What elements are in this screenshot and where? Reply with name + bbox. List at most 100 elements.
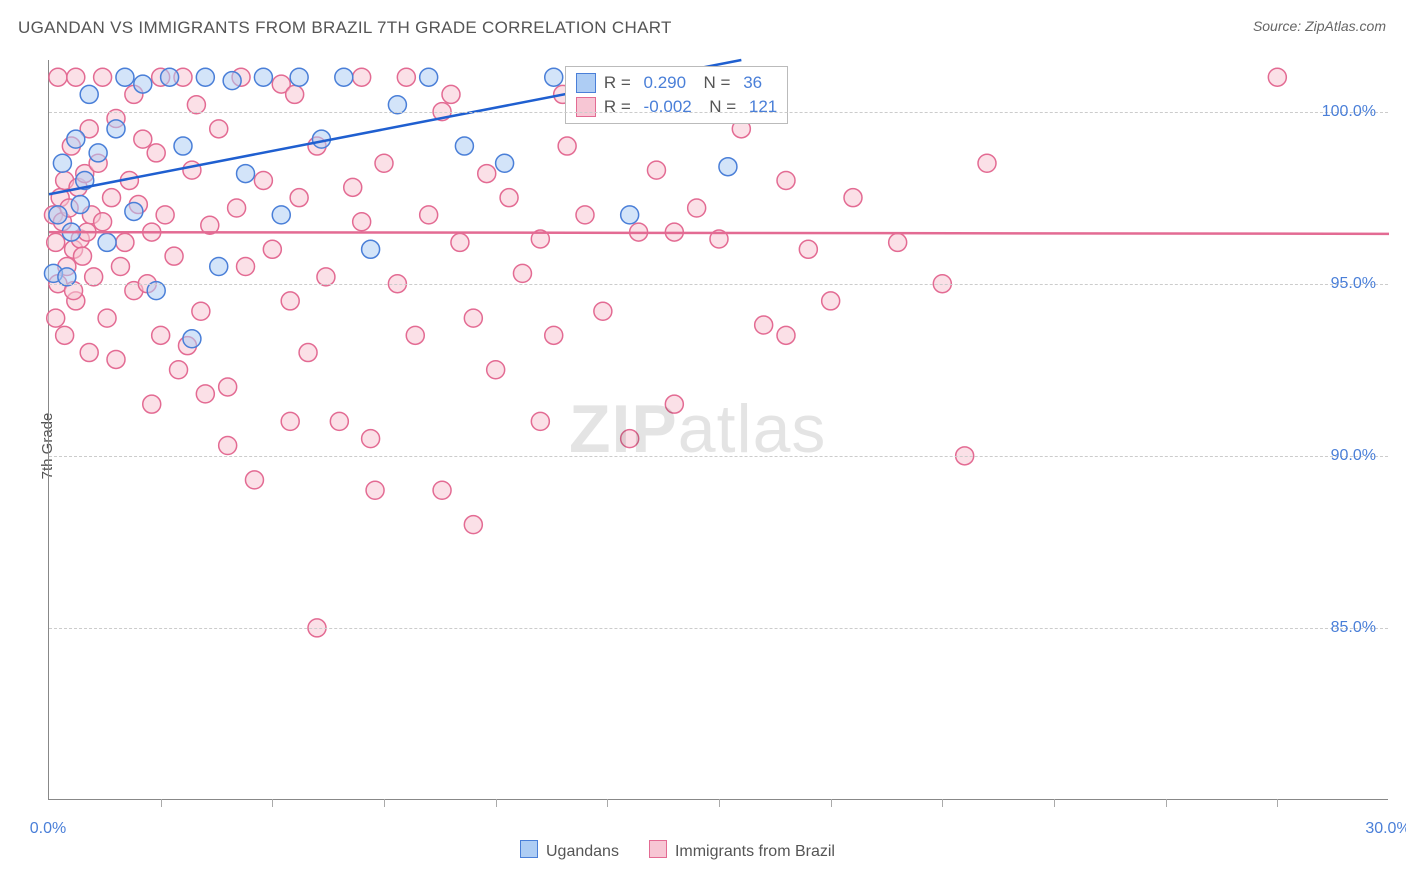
data-point <box>210 120 228 138</box>
y-tick-label: 100.0% <box>1322 103 1376 121</box>
data-point <box>134 130 152 148</box>
data-point <box>156 206 174 224</box>
legend-stats: R = 0.290 N = 36R = -0.002 N = 121 <box>565 66 788 124</box>
gridline <box>49 284 1388 285</box>
data-point <box>647 161 665 179</box>
data-point <box>464 309 482 327</box>
data-point <box>594 302 612 320</box>
data-point <box>147 144 165 162</box>
data-point <box>196 68 214 86</box>
x-tick <box>496 799 497 807</box>
data-point <box>330 412 348 430</box>
data-point <box>116 68 134 86</box>
y-tick-label: 95.0% <box>1331 275 1376 293</box>
data-point <box>558 137 576 155</box>
x-tick <box>831 799 832 807</box>
data-point <box>71 196 89 214</box>
data-point <box>281 412 299 430</box>
data-point <box>576 206 594 224</box>
data-point <box>196 385 214 403</box>
data-point <box>47 233 65 251</box>
data-point <box>47 309 65 327</box>
x-tick <box>1277 799 1278 807</box>
data-point <box>170 361 188 379</box>
data-point <box>53 154 71 172</box>
data-point <box>219 378 237 396</box>
data-point <box>822 292 840 310</box>
data-point <box>451 233 469 251</box>
data-point <box>889 233 907 251</box>
legend-item: Ugandans <box>520 840 619 861</box>
data-point <box>125 202 143 220</box>
scatter-plot: ZIPatlas R = 0.290 N = 36R = -0.002 N = … <box>48 60 1388 800</box>
data-point <box>362 240 380 258</box>
data-point <box>49 206 67 224</box>
data-point <box>107 120 125 138</box>
data-point <box>420 206 438 224</box>
data-point <box>286 85 304 103</box>
data-point <box>228 199 246 217</box>
data-point <box>777 171 795 189</box>
data-point <box>107 350 125 368</box>
data-point <box>80 85 98 103</box>
legend-series: UgandansImmigrants from Brazil <box>520 840 835 861</box>
data-point <box>777 326 795 344</box>
data-point <box>103 189 121 207</box>
data-point <box>1268 68 1286 86</box>
x-tick <box>1054 799 1055 807</box>
data-point <box>192 302 210 320</box>
x-tick-label: 0.0% <box>30 820 66 838</box>
data-point <box>49 68 67 86</box>
data-point <box>254 68 272 86</box>
x-tick-label: 30.0% <box>1365 820 1406 838</box>
x-tick <box>161 799 162 807</box>
data-point <box>210 258 228 276</box>
data-point <box>174 137 192 155</box>
data-point <box>420 68 438 86</box>
data-point <box>442 85 460 103</box>
data-point <box>545 68 563 86</box>
data-point <box>98 309 116 327</box>
data-point <box>290 68 308 86</box>
plot-svg <box>49 60 1389 800</box>
data-point <box>94 213 112 231</box>
data-point <box>143 395 161 413</box>
y-tick-label: 90.0% <box>1331 447 1376 465</box>
data-point <box>254 171 272 189</box>
data-point <box>152 326 170 344</box>
gridline <box>49 112 1388 113</box>
data-point <box>290 189 308 207</box>
data-point <box>353 213 371 231</box>
data-point <box>237 258 255 276</box>
data-point <box>531 412 549 430</box>
data-point <box>433 481 451 499</box>
x-tick <box>942 799 943 807</box>
data-point <box>161 68 179 86</box>
x-tick <box>719 799 720 807</box>
data-point <box>455 137 473 155</box>
x-tick <box>1166 799 1167 807</box>
x-tick <box>607 799 608 807</box>
data-point <box>397 68 415 86</box>
data-point <box>406 326 424 344</box>
legend-stat-row: R = -0.002 N = 121 <box>576 95 777 119</box>
data-point <box>978 154 996 172</box>
data-point <box>344 178 362 196</box>
data-point <box>353 68 371 86</box>
data-point <box>98 233 116 251</box>
data-point <box>165 247 183 265</box>
data-point <box>219 436 237 454</box>
trend-line <box>49 232 1389 234</box>
data-point <box>844 189 862 207</box>
data-point <box>799 240 817 258</box>
data-point <box>89 144 107 162</box>
gridline <box>49 628 1388 629</box>
data-point <box>665 395 683 413</box>
data-point <box>272 206 290 224</box>
data-point <box>688 199 706 217</box>
x-tick <box>384 799 385 807</box>
data-point <box>500 189 518 207</box>
data-point <box>116 233 134 251</box>
data-point <box>621 206 639 224</box>
source-attribution: Source: ZipAtlas.com <box>1253 18 1386 34</box>
